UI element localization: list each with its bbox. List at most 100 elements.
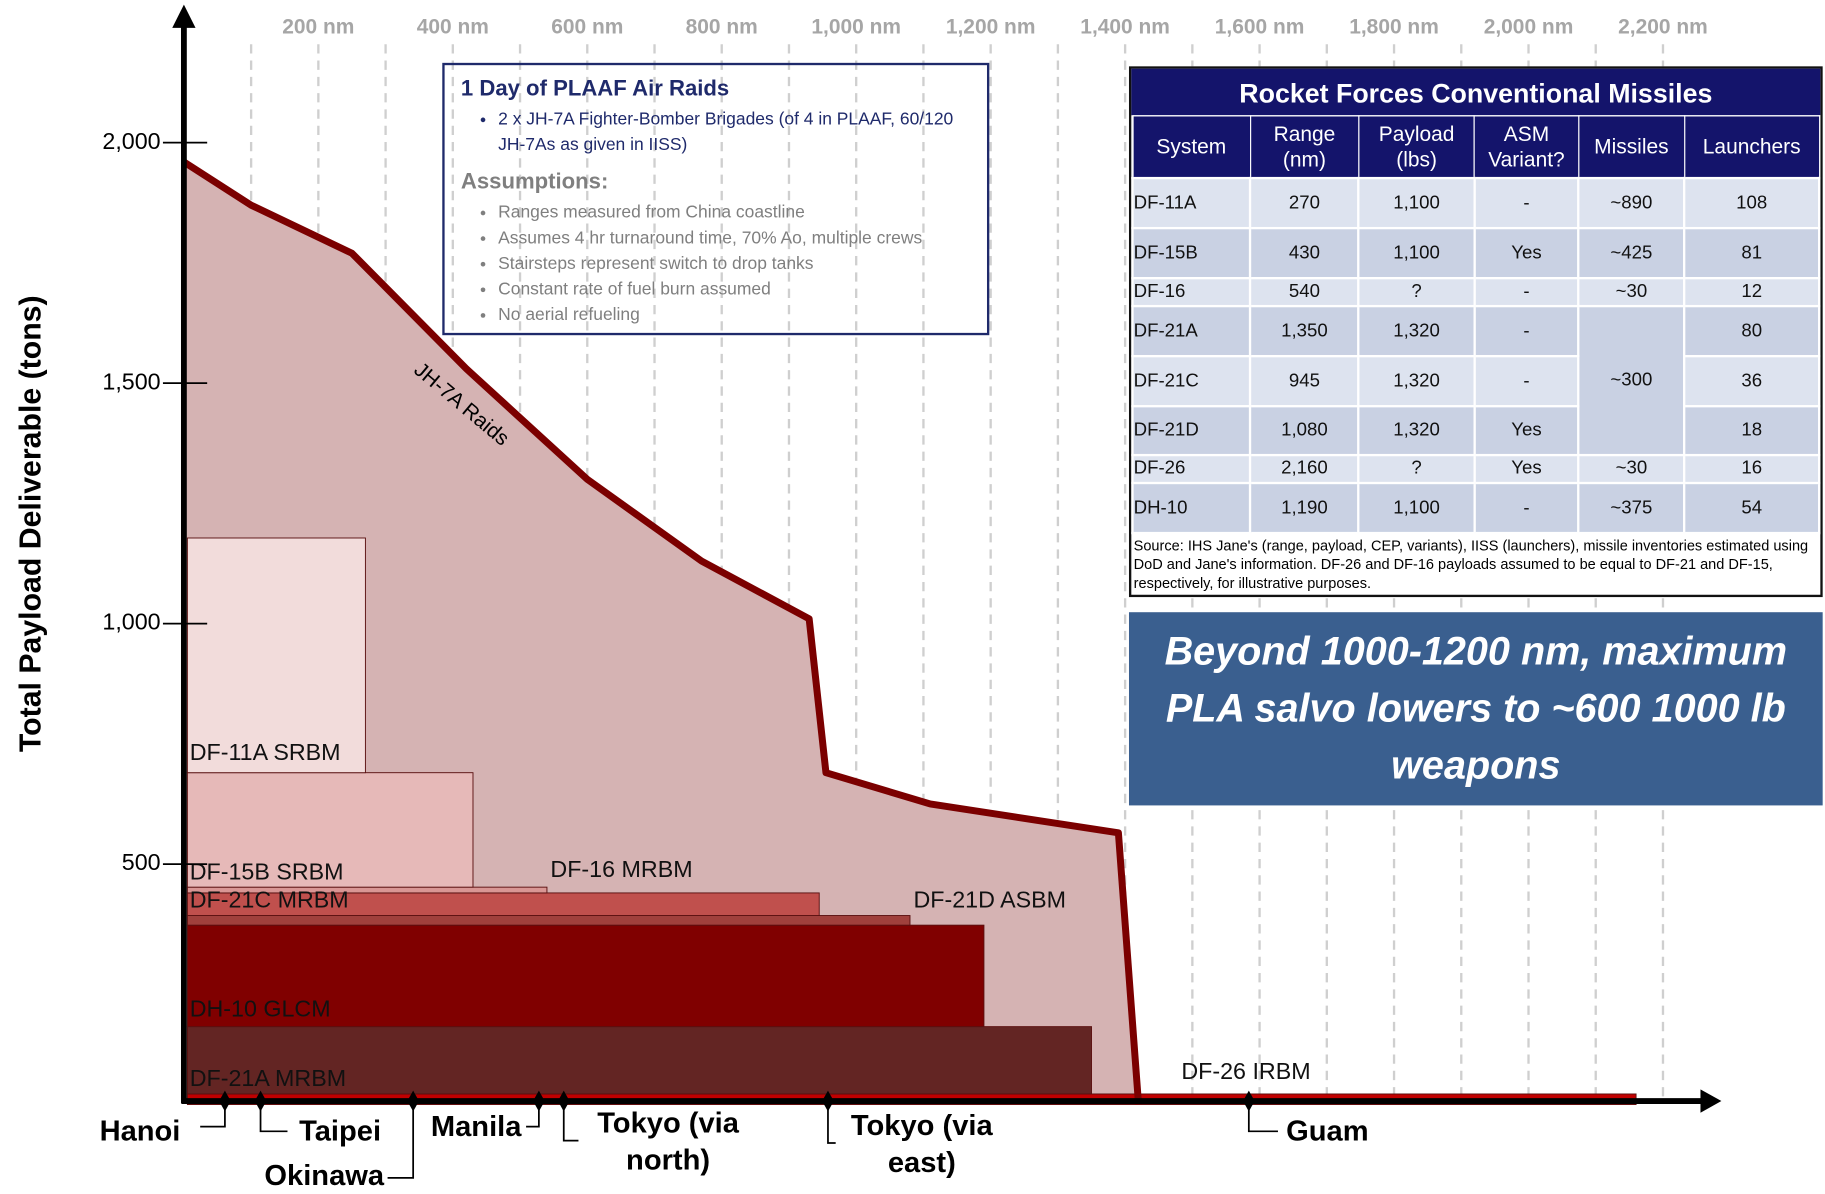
table-cell: 1,100 xyxy=(1357,481,1476,535)
table-cell: DH-10 xyxy=(1131,481,1252,535)
table-cell: ? xyxy=(1357,277,1476,308)
table-cell: Yes xyxy=(1473,226,1580,280)
table-cell: 54 xyxy=(1683,481,1821,535)
x-tick-label: 2,000 nm xyxy=(1484,15,1574,38)
assumptions-title: Assumptions: xyxy=(460,169,609,195)
table-cell: 2,160 xyxy=(1249,453,1360,485)
table-cell: - xyxy=(1473,354,1580,408)
table-cell: 81 xyxy=(1683,226,1821,280)
band-label: DF-11A SRBM xyxy=(190,739,341,765)
city-label: Guam xyxy=(1286,1115,1369,1148)
table-cell: DF-15B xyxy=(1131,226,1252,280)
column-header: Range (nm) xyxy=(1249,115,1360,179)
band-label: DF-16 MRBM xyxy=(550,856,692,882)
y-tick-label: 1,000 xyxy=(102,609,160,635)
table-cell: 108 xyxy=(1683,176,1821,230)
x-tick-label: 1,600 nm xyxy=(1215,15,1305,38)
band-label: DF-21C MRBM xyxy=(190,887,349,913)
assumption-bullet: No aerial refueling xyxy=(498,303,975,329)
x-tick-label: 1,400 nm xyxy=(1080,15,1170,38)
table-cell: ~890 xyxy=(1577,176,1686,230)
table-cell: 12 xyxy=(1683,277,1821,308)
x-tick-label: 200 nm xyxy=(282,15,354,38)
info-title: 1 Day of PLAAF Air Raids xyxy=(460,76,730,102)
x-tick-label: 400 nm xyxy=(417,15,489,38)
table-cell: Yes xyxy=(1473,453,1580,485)
column-header: Payload (lbs) xyxy=(1358,115,1476,179)
x-tick-label: 1,000 nm xyxy=(811,15,901,38)
x-tick-label: 600 nm xyxy=(551,15,623,38)
band-label: DF-21A MRBM xyxy=(190,1065,346,1091)
x-tick-label: 2,200 nm xyxy=(1618,15,1708,38)
y-axis-label: Total Payload Deliverable (tons) xyxy=(15,295,48,752)
table-cell: DF-16 xyxy=(1131,277,1252,308)
city-marker xyxy=(219,1090,231,1112)
table-cell: 36 xyxy=(1683,354,1821,408)
table-cell: - xyxy=(1473,277,1580,308)
table-cell: 1,100 xyxy=(1357,226,1476,280)
missile-table: Rocket Forces Conventional Missiles Syst… xyxy=(1128,66,1823,598)
missile-band xyxy=(186,924,985,1028)
table-cell: 1,320 xyxy=(1357,405,1476,457)
city-label: Taipei xyxy=(299,1115,382,1148)
band-label: DF-15B SRBM xyxy=(190,858,344,884)
table-cell: 430 xyxy=(1249,226,1360,280)
table-cell: 1,100 xyxy=(1357,176,1476,230)
city-label: Tokyo (via east) xyxy=(850,1109,993,1180)
table-cell: - xyxy=(1473,176,1580,230)
table-cell: 270 xyxy=(1249,176,1360,230)
table-cell: 1,320 xyxy=(1357,304,1476,358)
table-cell: Yes xyxy=(1473,405,1580,457)
y-axis-arrow xyxy=(172,4,196,28)
table-cell: ? xyxy=(1357,453,1476,485)
x-tick-label: 800 nm xyxy=(686,15,758,38)
table-cell: ~300 xyxy=(1577,304,1686,457)
table-cell: 1,190 xyxy=(1249,481,1360,535)
table-cell: 1,320 xyxy=(1357,354,1476,408)
table-row: DF-15B 430 1,100 Yes ~425 81 xyxy=(1131,226,1821,280)
city-leader xyxy=(1247,1101,1278,1133)
table-row: DF-21A 1,350 1,320- ~300 80 xyxy=(1131,304,1821,457)
table-row: DF-21D 1,080 1,320 Yes 18 xyxy=(1131,405,1821,457)
table-cell: DF-21C xyxy=(1131,354,1252,408)
table-cell: - xyxy=(1473,481,1580,535)
info-bullets: 2 x JH-7A Fighter-Bomber Brigades (of 4 … xyxy=(456,107,975,158)
assumption-bullet: Constant rate of fuel burn assumed xyxy=(498,277,975,303)
table-cell: ~425 xyxy=(1577,226,1686,280)
city-marker xyxy=(1243,1090,1255,1112)
y-tick-label: 1,500 xyxy=(102,368,160,394)
table-cell: 16 xyxy=(1683,453,1821,485)
city-leader xyxy=(827,1101,836,1144)
table-row: DF-21C 945 1,320- 36 xyxy=(1131,354,1821,408)
city-marker xyxy=(822,1090,834,1112)
table-row: DF-16 540? - ~30 12 xyxy=(1131,277,1821,308)
table-cell: 1,080 xyxy=(1249,405,1360,457)
city-label: Hanoi xyxy=(99,1115,181,1148)
table-cell: ~30 xyxy=(1577,453,1686,485)
y-tick-label: 500 xyxy=(122,849,161,875)
assumption-bullet: Ranges measured from China coastline xyxy=(498,200,975,226)
band-label: DH-10 GLCM xyxy=(190,995,331,1021)
city-marker xyxy=(407,1090,419,1112)
city-leader xyxy=(259,1101,288,1133)
city-label: Tokyo (via north) xyxy=(597,1106,739,1177)
y-tick-label: 2,000 xyxy=(102,128,160,154)
table-cell: 540 xyxy=(1249,277,1360,308)
info-bullet: 2 x JH-7A Fighter-Bomber Brigades (of 4 … xyxy=(498,107,975,158)
callout-text: Beyond 1000-1200 nm, maximum PLA salvo l… xyxy=(1164,629,1788,788)
city-leader xyxy=(387,1101,415,1179)
table-cell: DF-26 xyxy=(1131,453,1252,485)
table-source: Source: IHS Jane's (range, payload, CEP,… xyxy=(1133,537,1809,592)
column-header: ASM Variant? xyxy=(1473,115,1580,179)
missile-band xyxy=(186,772,474,888)
city-marker xyxy=(254,1090,267,1112)
table-row: DH-10 1,190 1,100- ~375 54 xyxy=(1131,481,1821,535)
band-label: DF-21D ASBM xyxy=(913,887,1066,913)
table-cell: DF-21D xyxy=(1131,405,1252,457)
band-label: DF-26 IRBM xyxy=(1181,1058,1310,1084)
column-header: System xyxy=(1131,115,1251,179)
table-cell: 80 xyxy=(1683,304,1821,358)
missile-band xyxy=(186,1026,1092,1095)
table-title: Rocket Forces Conventional Missiles xyxy=(1131,68,1821,116)
